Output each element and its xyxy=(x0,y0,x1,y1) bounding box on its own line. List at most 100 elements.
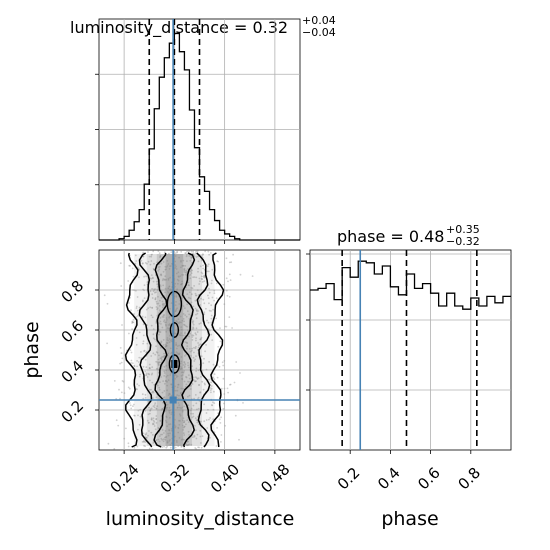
scatter-point xyxy=(168,423,170,426)
scatter-point xyxy=(196,250,199,253)
scatter-point xyxy=(151,366,154,368)
scatter-point xyxy=(177,365,179,368)
scatter-point xyxy=(168,410,171,412)
scatter-point xyxy=(197,270,199,273)
scatter-point xyxy=(141,393,144,396)
scatter-point xyxy=(141,441,144,443)
scatter-point xyxy=(187,404,190,407)
scatter-point xyxy=(181,280,184,283)
scatter-point xyxy=(195,376,197,378)
scatter-point xyxy=(210,314,213,317)
scatter-point xyxy=(182,334,185,337)
scatter-point xyxy=(163,352,165,355)
scatter-point xyxy=(189,350,192,353)
scatter-point xyxy=(155,291,157,293)
scatter-point xyxy=(170,394,173,397)
scatter-point xyxy=(150,388,153,391)
scatter-point xyxy=(163,303,166,305)
scatter-point xyxy=(178,303,181,305)
scatter-point xyxy=(135,343,138,346)
scatter-point xyxy=(181,274,183,276)
scatter-point xyxy=(152,337,155,340)
scatter-point xyxy=(196,312,199,315)
scatter-point xyxy=(197,446,200,449)
scatter-point xyxy=(144,370,147,373)
scatter-point xyxy=(173,374,176,376)
scatter-point xyxy=(222,377,225,380)
scatter-point xyxy=(138,276,140,279)
scatter-point xyxy=(187,421,190,424)
scatter-point xyxy=(232,253,235,256)
scatter-point xyxy=(155,418,158,420)
scatter-point xyxy=(133,414,136,417)
scatter-point xyxy=(152,290,155,293)
scatter-point xyxy=(166,445,169,448)
scatter-point xyxy=(166,339,169,341)
scatter-point xyxy=(178,419,180,422)
scatter-point xyxy=(195,309,198,312)
scatter-point xyxy=(207,270,210,273)
scatter-point xyxy=(182,374,184,376)
scatter-point xyxy=(170,442,173,445)
scatter-point xyxy=(200,297,202,300)
scatter-point xyxy=(169,339,172,342)
scatter-point xyxy=(176,347,178,350)
scatter-point xyxy=(177,427,180,430)
scatter-point xyxy=(203,313,206,315)
scatter-point xyxy=(210,304,213,307)
scatter-point xyxy=(189,409,192,412)
scatter-point xyxy=(192,276,195,279)
scatter-point xyxy=(186,329,189,332)
scatter-point xyxy=(167,279,170,281)
scatter-point xyxy=(159,273,162,276)
scatter-point xyxy=(191,334,194,336)
scatter-point xyxy=(180,326,183,328)
scatter-point xyxy=(113,380,116,382)
scatter-point xyxy=(142,251,145,254)
scatter-point xyxy=(163,445,166,448)
scatter-point xyxy=(183,434,186,436)
scatter-point xyxy=(201,278,204,281)
scatter-point xyxy=(200,420,202,423)
scatter-point xyxy=(169,288,171,291)
scatter-point xyxy=(216,260,219,262)
scatter-point xyxy=(205,344,208,346)
scatter-point xyxy=(201,255,204,257)
scatter-point xyxy=(155,322,158,324)
scatter-point xyxy=(184,355,186,357)
scatter-point xyxy=(188,443,191,446)
scatter-point xyxy=(196,408,198,411)
scatter-point xyxy=(174,418,176,421)
scatter-point xyxy=(199,435,202,438)
scatter-point xyxy=(183,370,186,372)
scatter-point xyxy=(170,338,173,341)
scatter-point xyxy=(192,404,195,407)
scatter-point xyxy=(189,388,192,390)
scatter-point xyxy=(180,283,183,286)
scatter-point xyxy=(197,407,200,410)
scatter-point xyxy=(239,273,242,276)
scatter-point xyxy=(138,356,141,359)
scatter-point xyxy=(196,331,199,333)
scatter-point xyxy=(225,277,228,280)
scatter-point xyxy=(107,442,110,445)
scatter-point xyxy=(210,385,213,387)
scatter-point xyxy=(152,328,155,330)
scatter-point xyxy=(125,427,127,430)
scatter-point xyxy=(202,253,204,256)
scatter-point xyxy=(190,301,193,304)
contour-line xyxy=(196,252,211,448)
scatter-point xyxy=(229,383,231,386)
scatter-point xyxy=(224,325,227,328)
scatter-point xyxy=(153,262,155,265)
scatter-point xyxy=(195,256,198,258)
scatter-point xyxy=(161,433,164,436)
scatter-point xyxy=(185,443,188,446)
joint-grid xyxy=(99,250,300,450)
scatter-point xyxy=(211,279,213,282)
scatter-point xyxy=(138,268,141,271)
ld-histogram xyxy=(99,32,300,241)
scatter-point xyxy=(191,336,194,338)
scatter-point xyxy=(206,427,209,429)
scatter-point xyxy=(205,412,208,414)
